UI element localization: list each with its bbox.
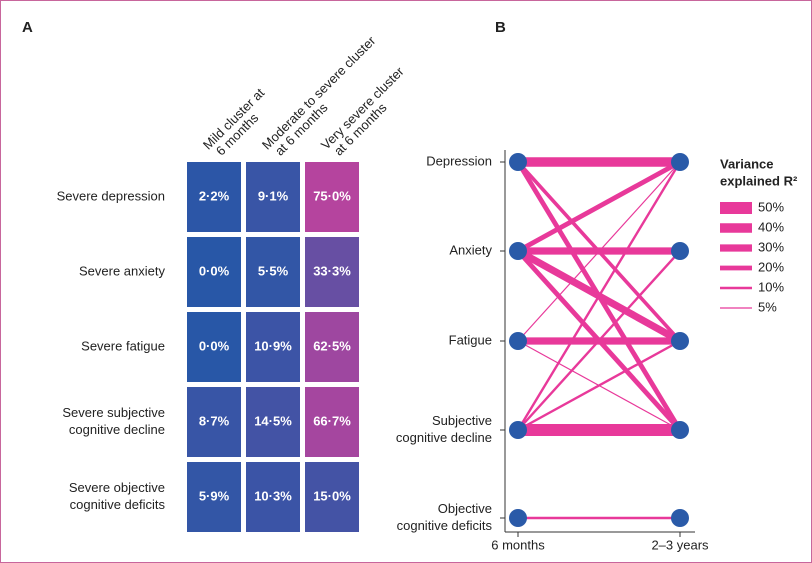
x-tick-label: 6 months (491, 537, 545, 552)
node (509, 332, 527, 350)
cell-label: 10·9% (254, 338, 292, 353)
edge (517, 340, 681, 431)
node-label: Anxiety (449, 242, 492, 257)
legend-title: explained R² (720, 173, 798, 188)
row-label: Severe subjective (62, 405, 165, 420)
legend-label: 10% (758, 279, 784, 294)
legend-label: 30% (758, 239, 784, 254)
cell-label: 5·5% (258, 263, 289, 278)
node (509, 509, 527, 527)
heatmap-cell (305, 162, 359, 232)
cell-label: 10·3% (254, 488, 292, 503)
cell-label: 15·0% (313, 488, 351, 503)
node-label: cognitive decline (396, 430, 492, 445)
node-label: Depression (426, 153, 492, 168)
node-label: Subjective (432, 413, 492, 428)
node (671, 153, 689, 171)
node (509, 153, 527, 171)
heatmap-cell (305, 462, 359, 532)
panel-label: B (495, 19, 506, 36)
node (671, 509, 689, 527)
heatmap-cell (187, 237, 241, 307)
x-tick-label: 2–3 years (651, 537, 709, 552)
legend-title: Variance (720, 156, 774, 171)
heatmap-cell (305, 237, 359, 307)
row-label: Severe anxiety (79, 263, 165, 278)
heatmap-cell (305, 312, 359, 382)
heatmap-cell (187, 312, 241, 382)
heatmap-cell (246, 162, 300, 232)
cell-label: 66·7% (313, 413, 351, 428)
cell-label: 5·9% (199, 488, 230, 503)
legend-label: 5% (758, 299, 777, 314)
heatmap-cell (187, 462, 241, 532)
cell-label: 0·0% (199, 338, 230, 353)
legend-label: 50% (758, 199, 784, 214)
heatmap-cell (246, 237, 300, 307)
edge (515, 160, 683, 432)
row-label: cognitive deficits (70, 497, 166, 512)
node (509, 421, 527, 439)
row-label: Severe objective (69, 480, 165, 495)
node-label: Fatigue (449, 332, 492, 347)
node-label: Objective (438, 501, 492, 516)
node (509, 242, 527, 260)
node (671, 421, 689, 439)
heatmap-cell (305, 387, 359, 457)
edge (516, 160, 682, 343)
cell-label: 9·1% (258, 188, 289, 203)
cell-label: 0·0% (199, 263, 230, 278)
cell-label: 33·3% (313, 263, 351, 278)
legend-label: 20% (758, 259, 784, 274)
heatmap-cell (246, 462, 300, 532)
heatmap-cell (187, 387, 241, 457)
cell-label: 75·0% (313, 188, 351, 203)
cell-label: 2·2% (199, 188, 230, 203)
node (671, 332, 689, 350)
row-label: Severe depression (57, 188, 165, 203)
edge (516, 249, 682, 432)
node (671, 242, 689, 260)
panel-label: A (22, 19, 33, 36)
row-label: cognitive decline (69, 422, 165, 437)
heatmap-cell (246, 387, 300, 457)
row-label: Severe fatigue (81, 338, 165, 353)
cell-label: 62·5% (313, 338, 351, 353)
cell-label: 8·7% (199, 413, 230, 428)
heatmap-cell (187, 162, 241, 232)
legend-label: 40% (758, 219, 784, 234)
cell-label: 14·5% (254, 413, 292, 428)
edge (516, 159, 682, 254)
node-label: cognitive deficits (397, 518, 493, 533)
heatmap-cell (246, 312, 300, 382)
